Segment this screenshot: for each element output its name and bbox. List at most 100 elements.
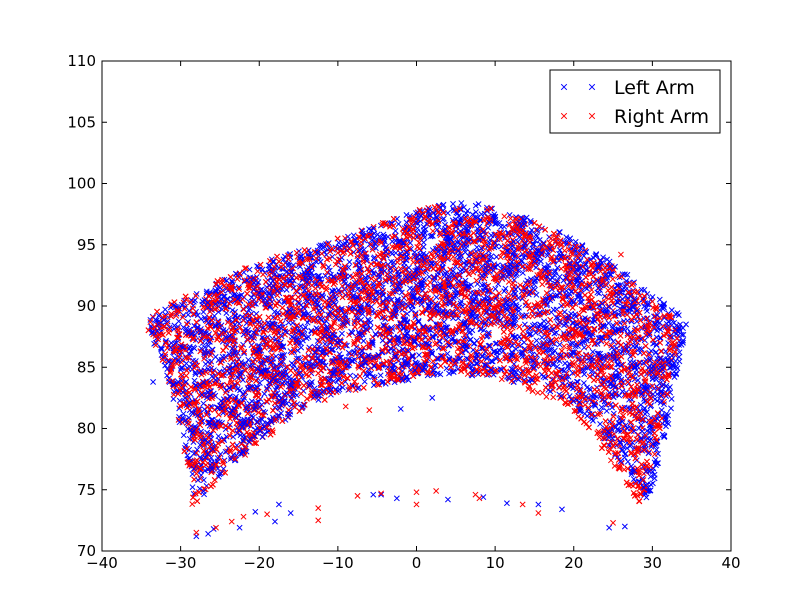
data-point — [556, 341, 563, 348]
data-point — [577, 299, 583, 306]
data-point — [208, 431, 214, 438]
data-point — [638, 421, 645, 428]
data-point — [354, 286, 361, 293]
data-point — [246, 266, 253, 273]
data-point — [261, 390, 268, 397]
data-point — [180, 432, 187, 439]
data-point — [601, 435, 608, 442]
data-point — [633, 318, 640, 325]
data-point — [361, 378, 368, 385]
data-point — [598, 404, 605, 411]
data-point — [159, 346, 165, 353]
data-point — [339, 384, 346, 391]
data-point — [185, 311, 192, 318]
data-point — [475, 201, 482, 208]
data-point — [183, 360, 190, 367]
data-point — [206, 338, 213, 345]
data-point — [316, 243, 323, 250]
data-point — [533, 291, 540, 298]
data-point — [367, 370, 374, 377]
data-point — [546, 352, 553, 359]
data-point — [653, 446, 660, 453]
data-point — [323, 241, 329, 247]
data-point — [470, 290, 477, 297]
data-point — [245, 356, 252, 363]
data-point — [433, 294, 440, 301]
data-point — [449, 205, 456, 212]
data-point — [194, 312, 201, 319]
data-point — [416, 352, 423, 358]
data-point — [474, 360, 481, 367]
data-point — [658, 407, 665, 414]
data-point — [236, 320, 243, 327]
data-point — [353, 344, 360, 351]
data-point — [576, 355, 582, 362]
data-point — [403, 212, 410, 218]
data-point — [520, 367, 526, 374]
data-point — [532, 329, 539, 336]
data-point — [198, 455, 204, 462]
data-point — [395, 221, 402, 227]
data-point — [653, 438, 660, 445]
data-point — [443, 365, 450, 372]
data-point — [223, 433, 230, 440]
data-point — [597, 421, 604, 427]
data-point — [462, 213, 469, 220]
data-point — [501, 223, 508, 230]
data-point — [215, 309, 222, 315]
data-point — [562, 360, 568, 367]
data-point — [249, 412, 255, 419]
plot-points — [145, 200, 689, 540]
data-point — [624, 458, 631, 465]
data-point — [200, 477, 207, 483]
data-point — [252, 300, 259, 307]
data-point — [191, 345, 198, 352]
data-point — [589, 371, 596, 378]
data-point — [294, 347, 301, 354]
data-point — [668, 405, 674, 412]
data-point — [288, 360, 295, 367]
data-point — [235, 284, 242, 291]
data-point — [500, 348, 507, 355]
data-point — [281, 299, 288, 306]
data-point — [158, 346, 165, 352]
data-point — [346, 259, 353, 265]
data-point — [304, 319, 311, 326]
data-point — [649, 294, 656, 300]
data-point — [437, 371, 444, 378]
data-point — [680, 331, 687, 338]
data-point — [495, 281, 502, 288]
data-point — [408, 307, 415, 314]
data-point — [270, 314, 277, 321]
data-point — [256, 379, 263, 386]
data-point — [291, 349, 297, 356]
data-point — [200, 308, 207, 315]
data-point — [551, 347, 558, 354]
data-point — [273, 353, 280, 360]
data-point — [428, 232, 435, 239]
data-point — [237, 387, 243, 394]
data-point — [519, 269, 526, 276]
data-point — [274, 382, 281, 389]
data-point — [429, 233, 436, 239]
data-point — [192, 371, 199, 378]
data-point — [610, 346, 617, 353]
data-point — [463, 355, 470, 362]
data-point — [189, 484, 196, 491]
data-point — [382, 316, 389, 323]
data-point — [230, 433, 237, 440]
data-point — [589, 348, 596, 355]
data-point — [596, 290, 603, 297]
data-point — [200, 400, 207, 407]
data-point — [239, 377, 246, 383]
data-point — [484, 355, 490, 362]
data-point — [180, 410, 187, 417]
data-point — [661, 401, 667, 408]
data-point — [474, 280, 481, 287]
data-point — [241, 350, 247, 357]
data-point — [322, 272, 329, 279]
data-point — [314, 338, 321, 344]
data-point — [612, 367, 619, 374]
data-point — [472, 202, 479, 209]
